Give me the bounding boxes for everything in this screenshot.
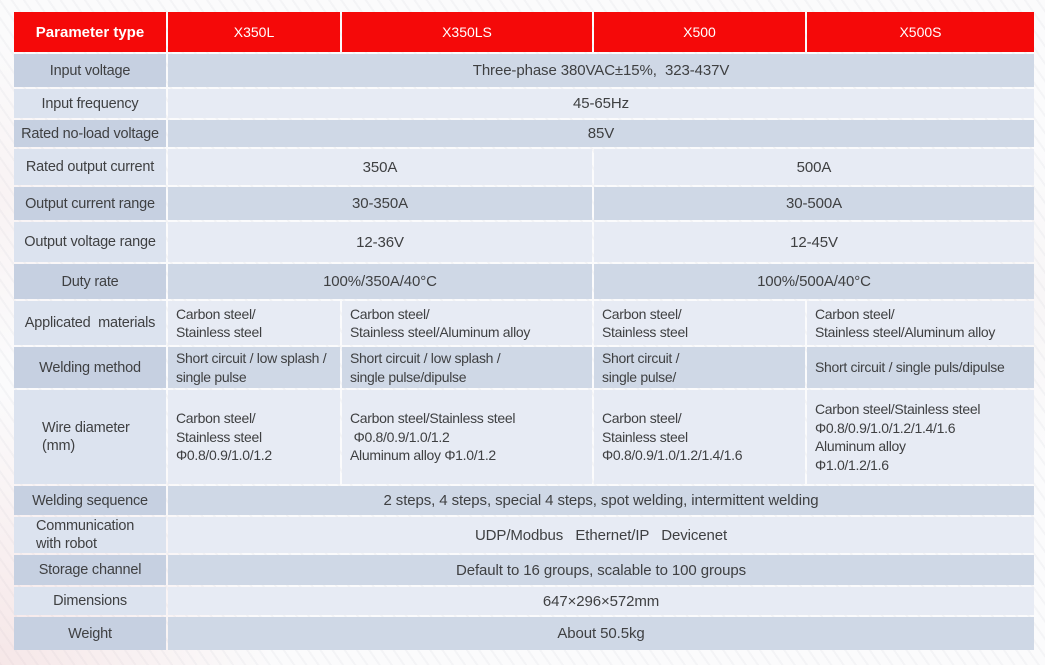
value-cell: Three-phase 380VAC±15%, 323-437V: [168, 54, 1034, 87]
row-label: Rated output current: [14, 149, 166, 185]
value-cell: 12-45V: [594, 222, 1034, 262]
value-cell: Carbon steel/Stainless steel Φ0.8/0.9/1.…: [342, 390, 592, 484]
header-parameter-type: Parameter type: [14, 12, 166, 52]
row-weight: Weight About 50.5kg: [14, 617, 1034, 650]
value-cell: About 50.5kg: [168, 617, 1034, 650]
value-cell: 100%/350A/40°C: [168, 264, 592, 299]
row-communication-with-robot: Communication with robot UDP/Modbus Ethe…: [14, 517, 1034, 553]
value-cell: 30-350A: [168, 187, 592, 220]
row-label: Wire diameter (mm): [14, 390, 166, 484]
spec-table: Parameter type X350L X350LS X500 X500S I…: [12, 10, 1036, 652]
header-model-x350ls: X350LS: [342, 12, 592, 52]
row-output-voltage-range: Output voltage range 12-36V 12-45V: [14, 222, 1034, 262]
row-rated-no-load-voltage: Rated no-load voltage 85V: [14, 120, 1034, 147]
row-label: Output current range: [14, 187, 166, 220]
row-welding-sequence: Welding sequence 2 steps, 4 steps, speci…: [14, 486, 1034, 515]
value-cell: Carbon steel/ Stainless steel/Aluminum a…: [807, 301, 1034, 345]
header-model-x500: X500: [594, 12, 805, 52]
value-cell: 30-500A: [594, 187, 1034, 220]
value-cell: 350A: [168, 149, 592, 185]
row-label: Rated no-load voltage: [14, 120, 166, 147]
row-input-voltage: Input voltage Three-phase 380VAC±15%, 32…: [14, 54, 1034, 87]
row-label: Input voltage: [14, 54, 166, 87]
row-label: Output voltage range: [14, 222, 166, 262]
header-model-x500s: X500S: [807, 12, 1034, 52]
row-input-frequency: Input frequency 45-65Hz: [14, 89, 1034, 118]
value-cell: 85V: [168, 120, 1034, 147]
value-cell: Carbon steel/ Stainless steel/Aluminum a…: [342, 301, 592, 345]
row-label: Storage channel: [14, 555, 166, 585]
value-cell: Short circuit / low splash / single puls…: [168, 347, 340, 388]
row-label: Applicated materials: [14, 301, 166, 345]
value-cell: Short circuit / single pulse/: [594, 347, 805, 388]
value-cell: Carbon steel/ Stainless steel Φ0.8/0.9/1…: [594, 390, 805, 484]
row-label: Communication with robot: [14, 517, 166, 553]
header-model-x350l: X350L: [168, 12, 340, 52]
row-label: Dimensions: [14, 587, 166, 615]
row-label: Welding sequence: [14, 486, 166, 515]
value-cell: Carbon steel/ Stainless steel: [594, 301, 805, 345]
row-label: Duty rate: [14, 264, 166, 299]
row-dimensions: Dimensions 647×296×572mm: [14, 587, 1034, 615]
row-label: Weight: [14, 617, 166, 650]
row-welding-method: Welding method Short circuit / low splas…: [14, 347, 1034, 388]
value-cell: Carbon steel/ Stainless steel: [168, 301, 340, 345]
value-cell: 100%/500A/40°C: [594, 264, 1034, 299]
value-cell: Default to 16 groups, scalable to 100 gr…: [168, 555, 1034, 585]
header-row: Parameter type X350L X350LS X500 X500S: [14, 12, 1034, 52]
value-cell: Carbon steel/ Stainless steel Φ0.8/0.9/1…: [168, 390, 340, 484]
value-cell: UDP/Modbus Ethernet/IP Devicenet: [168, 517, 1034, 553]
row-applicated-materials: Applicated materials Carbon steel/ Stain…: [14, 301, 1034, 345]
row-duty-rate: Duty rate 100%/350A/40°C 100%/500A/40°C: [14, 264, 1034, 299]
row-wire-diameter: Wire diameter (mm) Carbon steel/ Stainle…: [14, 390, 1034, 484]
value-cell: Carbon steel/Stainless steel Φ0.8/0.9/1.…: [807, 390, 1034, 484]
value-cell: Short circuit / single puls/dipulse: [807, 347, 1034, 388]
row-label: Input frequency: [14, 89, 166, 118]
row-label: Welding method: [14, 347, 166, 388]
value-cell: 2 steps, 4 steps, special 4 steps, spot …: [168, 486, 1034, 515]
row-storage-channel: Storage channel Default to 16 groups, sc…: [14, 555, 1034, 585]
row-rated-output-current: Rated output current 350A 500A: [14, 149, 1034, 185]
value-cell: Short circuit / low splash / single puls…: [342, 347, 592, 388]
row-output-current-range: Output current range 30-350A 30-500A: [14, 187, 1034, 220]
value-cell: 12-36V: [168, 222, 592, 262]
value-cell: 500A: [594, 149, 1034, 185]
value-cell: 647×296×572mm: [168, 587, 1034, 615]
value-cell: 45-65Hz: [168, 89, 1034, 118]
